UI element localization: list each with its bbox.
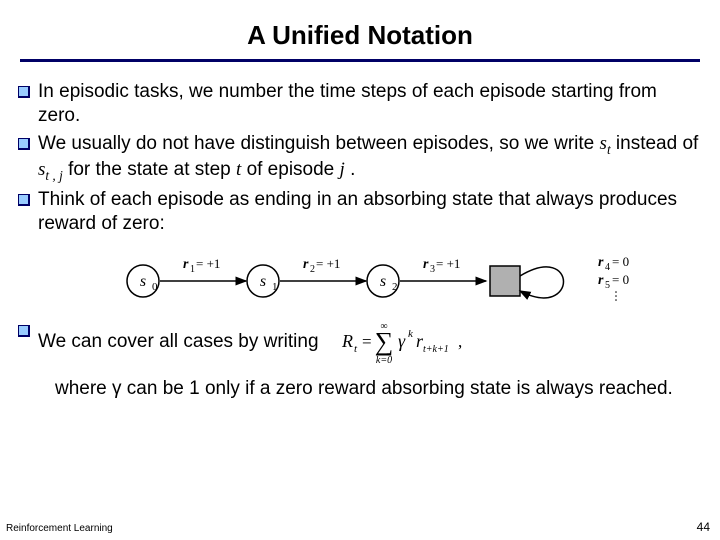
b2b: instead of	[616, 133, 698, 154]
svg-text:= +1: = +1	[196, 256, 220, 271]
bullet-3: Think of each episode as ending in an ab…	[18, 188, 702, 236]
svg-text:s: s	[380, 273, 386, 290]
b4a: We can cover all cases by writing	[38, 331, 319, 352]
svg-text:t: t	[354, 343, 358, 355]
svg-text:k: k	[408, 328, 414, 340]
b2a: We usually do not have distinguish betwe…	[38, 133, 600, 154]
bullet-marker-icon	[18, 132, 38, 150]
diagram-svg: s 0 r 1 = +1 s 1 r 2 = +1 s 2 r 3 = +1	[118, 246, 678, 306]
bullet-1-text: In episodic tasks, we number the time st…	[38, 80, 702, 128]
svg-text:t+k+1: t+k+1	[423, 344, 449, 355]
svg-text:,: ,	[458, 332, 462, 351]
bullet-2: We usually do not have distinguish betwe…	[18, 132, 702, 185]
svg-text:1: 1	[272, 281, 278, 293]
bullet-marker-icon	[18, 188, 38, 206]
svg-text:= +1: = +1	[436, 256, 460, 271]
svg-text:5: 5	[605, 280, 610, 291]
closing-text: where γ can be 1 only if a zero reward a…	[0, 369, 720, 401]
svg-text:= +1: = +1	[316, 256, 340, 271]
svg-text:∑: ∑	[374, 327, 393, 356]
bullet-2-text: We usually do not have distinguish betwe…	[38, 132, 702, 185]
bullet-4-text: We can cover all cases by writing R t = …	[38, 319, 702, 365]
bullet-marker-icon	[18, 319, 38, 337]
page-title: A Unified Notation	[0, 0, 720, 59]
svg-text:r: r	[423, 257, 429, 272]
notation-st: st	[600, 133, 611, 154]
bullet-1: In episodic tasks, we number the time st…	[18, 80, 702, 128]
svg-text:r: r	[183, 257, 189, 272]
svg-text:r: r	[303, 257, 309, 272]
footer-left: Reinforcement Learning	[6, 523, 113, 534]
svg-text:r: r	[598, 273, 604, 288]
b2d: of episode	[247, 159, 340, 180]
svg-text:s: s	[260, 273, 266, 290]
notation-stj: st , j	[38, 159, 63, 180]
svg-text:2: 2	[392, 281, 398, 293]
content-area: In episodic tasks, we number the time st…	[0, 80, 720, 365]
svg-text:3: 3	[430, 264, 435, 275]
b2e: .	[350, 159, 355, 180]
bullet-3-text: Think of each episode as ending in an ab…	[38, 188, 702, 236]
svg-text:γ: γ	[398, 331, 406, 351]
svg-text:1: 1	[190, 264, 195, 275]
svg-text:2: 2	[310, 264, 315, 275]
return-formula: R t = ∞ ∑ k=0 γ k r t+k+1 ,	[340, 319, 480, 365]
svg-text:4: 4	[605, 262, 610, 273]
b2c: for the state at step	[68, 159, 236, 180]
svg-text:= 0: = 0	[612, 254, 629, 269]
svg-text:R: R	[341, 331, 353, 351]
svg-text:=: =	[362, 332, 372, 351]
var-j: j	[340, 159, 345, 180]
footer-page-number: 44	[697, 520, 710, 534]
bullet-marker-icon	[18, 80, 38, 98]
absorbing-state-diagram: s 0 r 1 = +1 s 1 r 2 = +1 s 2 r 3 = +1	[118, 246, 702, 311]
title-underline	[20, 59, 700, 62]
svg-text:0: 0	[152, 281, 158, 293]
svg-text:k=0: k=0	[376, 355, 392, 365]
svg-text:r: r	[598, 255, 604, 270]
var-t: t	[236, 159, 241, 180]
svg-text:= 0: = 0	[612, 272, 629, 287]
svg-text:s: s	[140, 273, 146, 290]
bullet-4: We can cover all cases by writing R t = …	[18, 319, 702, 365]
